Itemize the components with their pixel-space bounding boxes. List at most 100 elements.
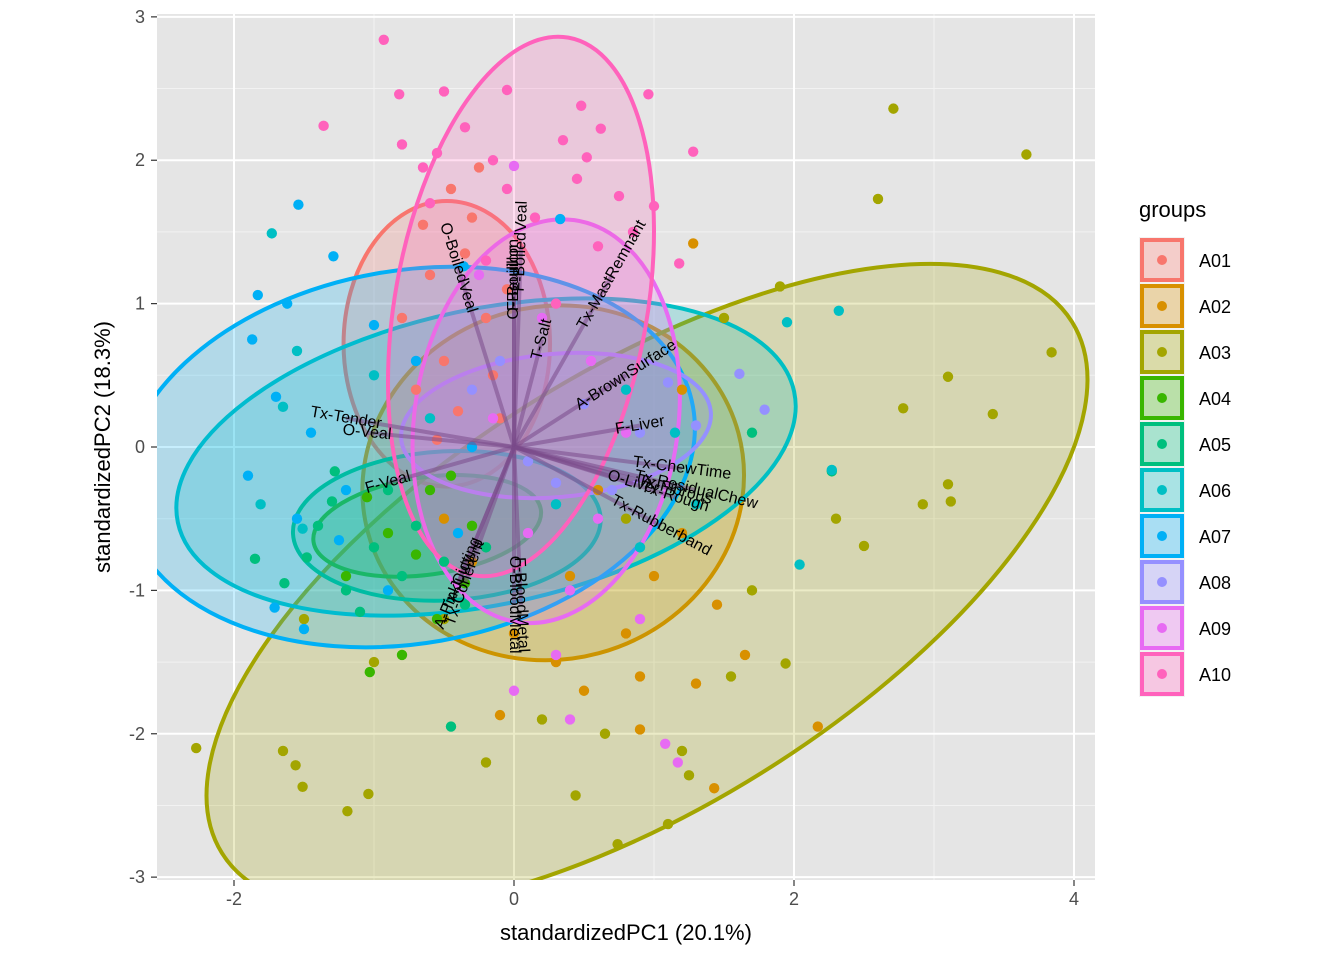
legend-key-a02	[1140, 284, 1184, 328]
loading-label: O-Bouillon	[505, 245, 522, 320]
point-a02	[578, 685, 590, 696]
point-a06	[781, 317, 793, 328]
legend-dot	[1157, 669, 1167, 679]
y-tick-label: 2	[135, 150, 145, 170]
point-a05	[480, 542, 492, 553]
point-a09	[592, 513, 604, 524]
point-a04	[361, 491, 373, 503]
point-a04	[396, 649, 408, 661]
point-a05	[445, 721, 457, 732]
loading-arrow	[513, 445, 676, 500]
y-tick-label: -1	[129, 580, 145, 600]
point-a07	[333, 534, 345, 546]
point-a10	[581, 152, 592, 163]
y-tick-label: 0	[135, 437, 145, 457]
point-a10	[394, 89, 405, 100]
legend-dot	[1157, 623, 1167, 633]
loading-arrow	[463, 446, 516, 584]
point-a10	[431, 147, 443, 159]
y-tick-label: 1	[135, 294, 145, 314]
point-a01	[480, 312, 492, 324]
point-a03	[599, 728, 611, 739]
point-a09	[473, 269, 485, 281]
point-a07	[269, 602, 280, 613]
x-tick-label: -2	[226, 889, 242, 909]
legend-dot	[1157, 347, 1167, 357]
point-a03	[1046, 347, 1057, 358]
point-a03	[620, 513, 632, 524]
ellipse-a09	[410, 217, 682, 626]
y-tick-label: -2	[129, 724, 145, 744]
legend-label: A08	[1199, 573, 1231, 593]
point-a08	[734, 368, 745, 380]
point-a07	[452, 527, 464, 539]
point-a03	[888, 103, 899, 114]
point-a08	[550, 477, 562, 489]
point-a02	[690, 678, 702, 689]
point-a02	[564, 570, 576, 582]
point-a01	[410, 384, 422, 395]
point-a04	[445, 470, 457, 481]
point-a08	[606, 484, 618, 496]
point-a02	[711, 599, 723, 610]
point-a10	[529, 212, 541, 223]
point-a02	[634, 724, 646, 735]
point-a01	[473, 162, 485, 173]
legend-dot	[1157, 531, 1167, 541]
point-a07	[242, 470, 254, 481]
point-a08	[634, 427, 646, 438]
point-a01	[424, 269, 436, 281]
loading-arrow	[512, 338, 544, 448]
point-a10	[550, 298, 562, 309]
point-a03	[536, 714, 548, 725]
point-a10	[480, 255, 492, 266]
point-a03	[942, 479, 954, 490]
point-a06	[690, 499, 702, 510]
point-a07	[340, 484, 352, 496]
point-a03	[898, 403, 909, 414]
legend-label: A06	[1199, 481, 1231, 501]
point-a10	[424, 198, 436, 209]
point-a10	[648, 200, 660, 212]
point-a01	[438, 355, 450, 367]
point-a02	[812, 721, 823, 732]
legend-label: A01	[1199, 251, 1231, 271]
loading-arrow	[513, 445, 662, 528]
point-a03	[277, 745, 289, 757]
point-a05	[329, 466, 340, 477]
point-a08	[522, 456, 534, 467]
legend-title: groups	[1139, 197, 1206, 222]
point-a06	[794, 559, 805, 570]
point-a02	[438, 513, 450, 524]
point-a06	[277, 401, 289, 413]
point-a09	[536, 312, 548, 324]
point-a06	[833, 305, 844, 316]
point-a03	[368, 656, 380, 668]
point-a08	[759, 404, 770, 415]
point-a06	[255, 499, 266, 510]
loading-arrows	[345, 246, 697, 605]
point-a07	[270, 391, 282, 403]
point-a10	[688, 146, 699, 157]
point-a02	[688, 238, 699, 249]
point-a03	[342, 805, 353, 817]
point-a02	[508, 628, 520, 639]
point-a07	[368, 319, 380, 331]
point-a05	[396, 570, 408, 582]
point-a03	[363, 788, 374, 800]
loading-arrow	[456, 267, 516, 448]
loading-arrow	[513, 445, 683, 471]
legend-dot	[1157, 485, 1167, 495]
point-a03	[298, 613, 310, 625]
point-a02	[550, 656, 562, 668]
loading-label: O-BloodMetal	[506, 556, 523, 654]
point-a05	[354, 606, 366, 618]
loading-arrow	[512, 273, 614, 448]
point-a03	[858, 540, 870, 552]
point-a10	[459, 122, 471, 133]
point-a10	[674, 258, 685, 269]
point-a05	[279, 578, 290, 589]
legend: groups A01 A02 A03 A04 A05 A06 A07 A08 A09 A10	[1139, 197, 1231, 697]
loading-arrow	[345, 416, 515, 449]
loading-arrow	[387, 445, 515, 485]
